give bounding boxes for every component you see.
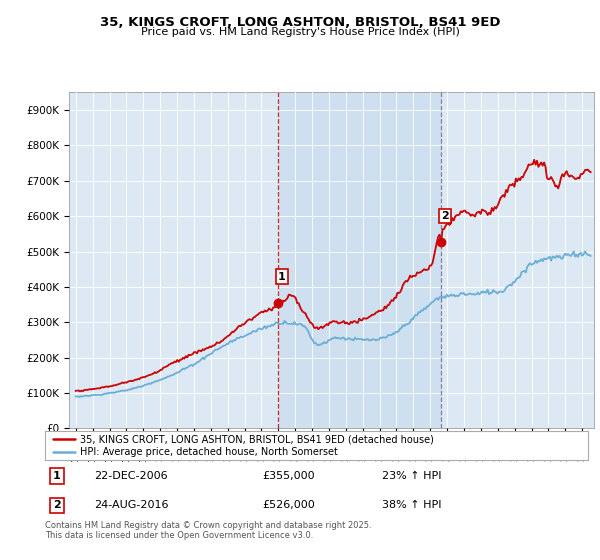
- Text: 22-DEC-2006: 22-DEC-2006: [94, 471, 167, 480]
- Text: 24-AUG-2016: 24-AUG-2016: [94, 501, 169, 510]
- Text: £526,000: £526,000: [262, 501, 315, 510]
- Text: 23% ↑ HPI: 23% ↑ HPI: [382, 471, 441, 480]
- Text: HPI: Average price, detached house, North Somerset: HPI: Average price, detached house, Nort…: [80, 447, 338, 458]
- Text: 2: 2: [53, 501, 61, 510]
- Text: 38% ↑ HPI: 38% ↑ HPI: [382, 501, 441, 510]
- Text: £355,000: £355,000: [262, 471, 315, 480]
- Text: 1: 1: [53, 471, 61, 480]
- Text: 35, KINGS CROFT, LONG ASHTON, BRISTOL, BS41 9ED: 35, KINGS CROFT, LONG ASHTON, BRISTOL, B…: [100, 16, 500, 29]
- Text: 1: 1: [278, 272, 286, 282]
- Text: 35, KINGS CROFT, LONG ASHTON, BRISTOL, BS41 9ED (detached house): 35, KINGS CROFT, LONG ASHTON, BRISTOL, B…: [80, 434, 434, 444]
- Text: Contains HM Land Registry data © Crown copyright and database right 2025.
This d: Contains HM Land Registry data © Crown c…: [45, 521, 371, 540]
- Bar: [278, 92, 441, 428]
- Text: Price paid vs. HM Land Registry's House Price Index (HPI): Price paid vs. HM Land Registry's House …: [140, 27, 460, 37]
- Text: 2: 2: [442, 211, 449, 221]
